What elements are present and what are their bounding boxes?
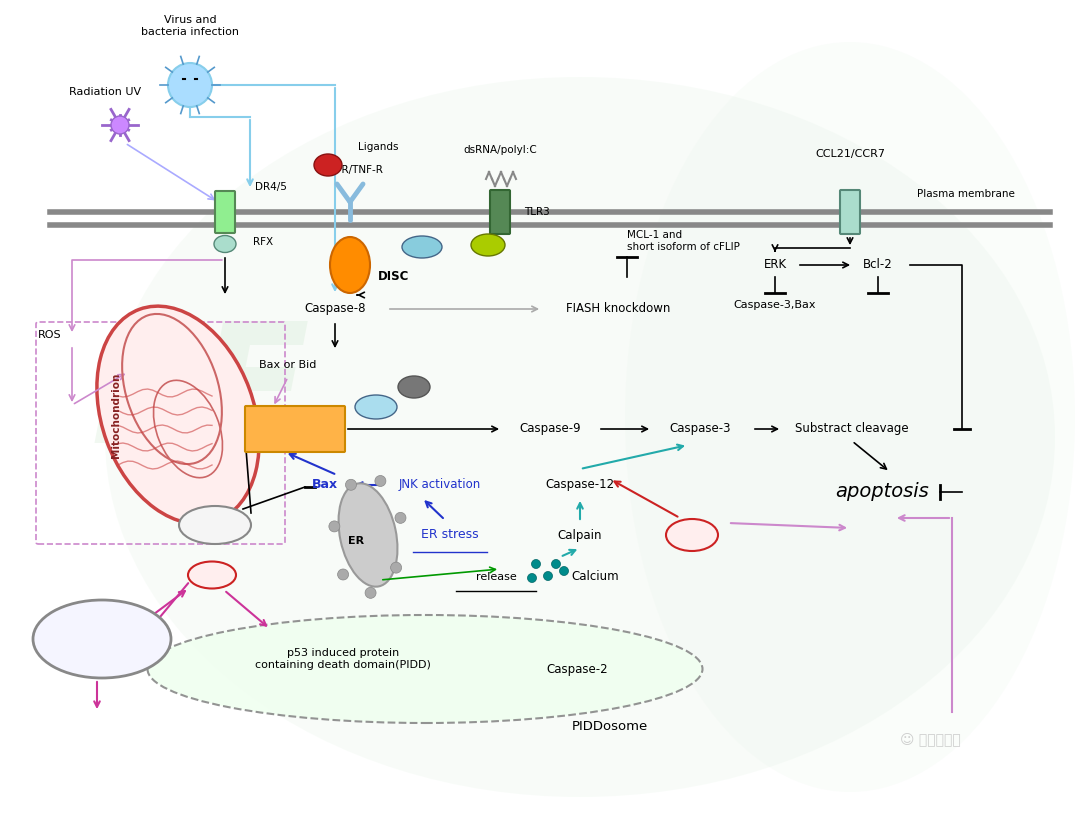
Ellipse shape bbox=[399, 376, 430, 398]
Text: FIASH knockdown: FIASH knockdown bbox=[566, 302, 671, 315]
FancyBboxPatch shape bbox=[215, 191, 235, 233]
Circle shape bbox=[543, 572, 553, 581]
Circle shape bbox=[395, 512, 406, 524]
Circle shape bbox=[391, 562, 402, 574]
Circle shape bbox=[365, 587, 376, 598]
Text: TLR3: TLR3 bbox=[524, 207, 550, 217]
Circle shape bbox=[552, 560, 561, 569]
Text: ROS: ROS bbox=[679, 529, 704, 542]
Text: PIDDosome: PIDDosome bbox=[572, 720, 648, 733]
Text: LE: LE bbox=[90, 315, 310, 479]
Ellipse shape bbox=[105, 77, 1055, 797]
Text: p53: p53 bbox=[202, 570, 222, 580]
Text: Apaf1: Apaf1 bbox=[361, 402, 391, 412]
Text: MCL-1 and
short isoform of cFLIP: MCL-1 and short isoform of cFLIP bbox=[627, 230, 740, 252]
Text: Plasma membrane: Plasma membrane bbox=[917, 189, 1015, 199]
Text: or Bcl-xL: or Bcl-xL bbox=[193, 529, 237, 539]
Text: dsRNA/polyI:C: dsRNA/polyI:C bbox=[463, 145, 537, 155]
Circle shape bbox=[527, 574, 537, 583]
FancyBboxPatch shape bbox=[840, 190, 860, 234]
Circle shape bbox=[168, 63, 212, 107]
Circle shape bbox=[531, 560, 540, 569]
Circle shape bbox=[559, 566, 568, 575]
Text: Caspase-8: Caspase-8 bbox=[305, 302, 366, 315]
Ellipse shape bbox=[179, 506, 251, 544]
Ellipse shape bbox=[188, 561, 237, 588]
Text: Mitochondrion: Mitochondrion bbox=[111, 373, 121, 458]
Ellipse shape bbox=[355, 395, 397, 419]
Text: Caspase-2: Caspase-2 bbox=[546, 663, 608, 676]
Text: Caspase-9: Caspase-9 bbox=[519, 422, 581, 435]
Ellipse shape bbox=[666, 519, 718, 551]
Text: ER stress: ER stress bbox=[421, 529, 478, 542]
Text: Bax: Bax bbox=[312, 479, 338, 492]
Ellipse shape bbox=[625, 42, 1075, 792]
Text: ☺ 基迪奥生物: ☺ 基迪奥生物 bbox=[900, 732, 960, 746]
Text: ATP: ATP bbox=[405, 382, 423, 392]
Text: Caspase-3,Bax: Caspase-3,Bax bbox=[733, 300, 816, 310]
Circle shape bbox=[329, 521, 340, 532]
Ellipse shape bbox=[338, 484, 397, 587]
Text: DISC: DISC bbox=[378, 270, 409, 283]
Text: Calpain: Calpain bbox=[557, 529, 603, 542]
Text: p53 induced protein
containing death domain(PIDD): p53 induced protein containing death dom… bbox=[255, 648, 431, 670]
Text: Caspase-12: Caspase-12 bbox=[545, 479, 615, 492]
Text: apoptosis: apoptosis bbox=[835, 483, 929, 502]
Text: TRIF: TRIF bbox=[410, 242, 433, 252]
Text: Substract cleavage: Substract cleavage bbox=[795, 422, 908, 435]
FancyBboxPatch shape bbox=[245, 406, 345, 452]
Ellipse shape bbox=[148, 615, 702, 723]
Text: DR4/5: DR4/5 bbox=[255, 182, 287, 192]
Text: ERK: ERK bbox=[764, 258, 786, 271]
Text: RIP1: RIP1 bbox=[476, 240, 499, 250]
Text: Virus and
bacteria infection: Virus and bacteria infection bbox=[141, 15, 239, 37]
Text: ROS: ROS bbox=[38, 330, 62, 340]
Text: Bcl-2: Bcl-2 bbox=[863, 258, 893, 271]
Text: Fas-R/TNF-R: Fas-R/TNF-R bbox=[321, 165, 383, 175]
Text: Calcium: Calcium bbox=[571, 570, 619, 583]
Text: RFX: RFX bbox=[253, 237, 273, 247]
Ellipse shape bbox=[97, 306, 259, 524]
Ellipse shape bbox=[402, 236, 442, 258]
Ellipse shape bbox=[330, 237, 370, 293]
Text: Cytochorme
C release: Cytochorme C release bbox=[261, 413, 328, 434]
FancyBboxPatch shape bbox=[490, 190, 510, 234]
Text: Bcl-2: Bcl-2 bbox=[202, 514, 228, 524]
Text: Nucleus: Nucleus bbox=[75, 646, 130, 659]
Text: Bax or Bid: Bax or Bid bbox=[259, 360, 316, 370]
Circle shape bbox=[346, 480, 356, 490]
Ellipse shape bbox=[33, 600, 171, 678]
Text: DNA demage: DNA demage bbox=[64, 622, 133, 632]
Text: CCL21/CCR7: CCL21/CCR7 bbox=[815, 149, 885, 159]
Circle shape bbox=[111, 116, 129, 134]
Text: ER: ER bbox=[348, 536, 364, 546]
Text: JNK activation: JNK activation bbox=[399, 479, 481, 492]
Text: Ligands: Ligands bbox=[357, 142, 399, 152]
Ellipse shape bbox=[471, 234, 505, 256]
Text: release: release bbox=[475, 572, 516, 582]
Text: Radiation UV: Radiation UV bbox=[69, 87, 141, 97]
Circle shape bbox=[375, 475, 386, 486]
Text: Caspase-3: Caspase-3 bbox=[670, 422, 731, 435]
Ellipse shape bbox=[314, 154, 342, 176]
Ellipse shape bbox=[214, 235, 237, 252]
Circle shape bbox=[338, 569, 349, 580]
